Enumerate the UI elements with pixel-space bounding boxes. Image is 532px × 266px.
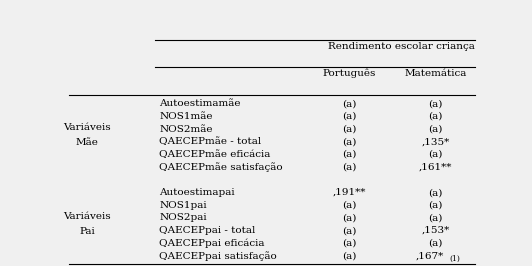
Text: (a): (a) [342,239,356,248]
Text: ,161**: ,161** [419,163,452,172]
Text: (a): (a) [342,163,356,172]
Text: (a): (a) [428,188,443,197]
Text: ,191**: ,191** [332,188,365,197]
Text: (a): (a) [342,137,356,146]
Text: (a): (a) [428,213,443,222]
Text: (a): (a) [428,239,443,248]
Text: Mãe: Mãe [76,138,98,147]
Text: (a): (a) [342,112,356,121]
Text: (a): (a) [428,124,443,134]
Text: (a): (a) [342,252,356,261]
Text: QAECEPpai satisfação: QAECEPpai satisfação [159,251,277,261]
Text: ,135*: ,135* [421,137,450,146]
Text: Português: Português [322,69,376,78]
Text: Variáveis: Variáveis [63,212,111,221]
Text: Autoestimamãe: Autoestimamãe [159,99,241,108]
Text: QAECEPpai eficácia: QAECEPpai eficácia [159,239,265,248]
Text: (a): (a) [342,226,356,235]
Text: (a): (a) [428,99,443,108]
Text: (a): (a) [428,112,443,121]
Text: QAECEPmãe satisfação: QAECEPmãe satisfação [159,162,283,172]
Text: (a): (a) [428,201,443,210]
Text: (a): (a) [342,99,356,108]
Text: (a): (a) [342,150,356,159]
Text: (a): (a) [342,124,356,134]
Text: (a): (a) [342,213,356,222]
Text: ,153*: ,153* [421,226,450,235]
Text: ,167*: ,167* [415,252,444,261]
Text: Variáveis: Variáveis [63,123,111,132]
Text: Matemática: Matemática [404,69,467,78]
Text: NOS1pai: NOS1pai [159,201,207,210]
Text: QAECEPmãe eficácia: QAECEPmãe eficácia [159,150,271,159]
Text: NOS2pai: NOS2pai [159,213,207,222]
Text: (a): (a) [428,150,443,159]
Text: NOS2mãe: NOS2mãe [159,124,213,134]
Text: (a): (a) [342,201,356,210]
Text: QAECEPmãe - total: QAECEPmãe - total [159,137,262,146]
Text: QAECEPpai - total: QAECEPpai - total [159,226,256,235]
Text: NOS1mãe: NOS1mãe [159,112,213,121]
Text: Autoestimapai: Autoestimapai [159,188,235,197]
Text: Rendimento escolar criança: Rendimento escolar criança [328,42,475,51]
Text: (1): (1) [449,255,460,263]
Text: Pai: Pai [79,227,95,236]
